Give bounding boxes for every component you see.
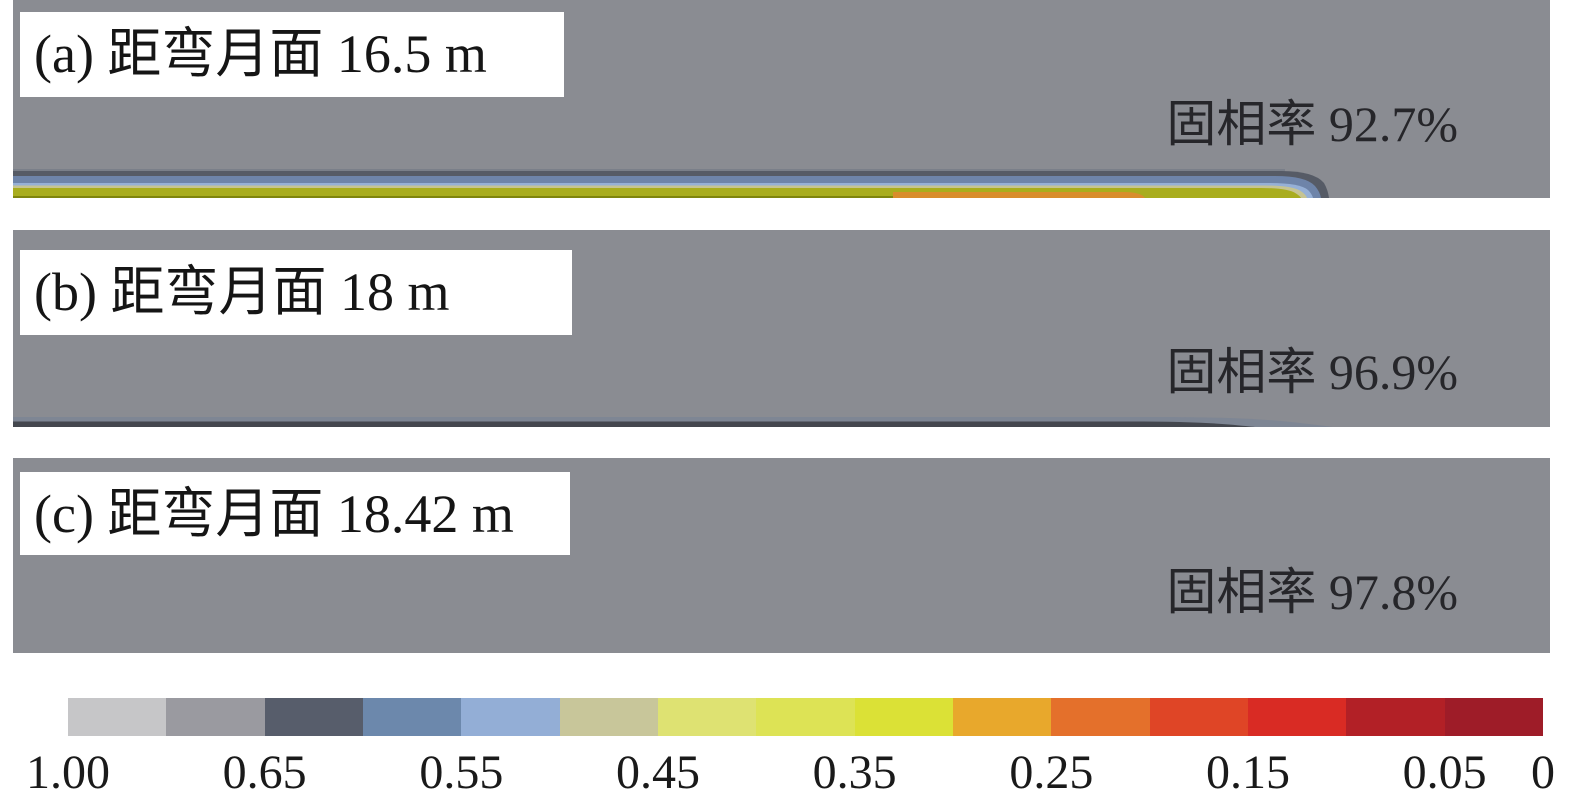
colorbar-tick-0.45: 0.45 (616, 746, 700, 799)
colorbar-tick-0.15: 0.15 (1206, 746, 1290, 799)
panel-b: (b) 距弯月面 18 m 固相率 96.9% (13, 230, 1550, 427)
panel-c-solid-fraction-label: 固相率 97.8% (1166, 564, 1458, 620)
panel-a-solid-fraction-label: 固相率 92.7% (1166, 96, 1458, 152)
colorbar-segment-7 (756, 698, 855, 736)
colorbar-tick-0.35: 0.35 (812, 746, 897, 799)
colorbar-segment-2 (264, 698, 363, 736)
panel-b-solid-fraction-label: 固相率 96.9% (1166, 344, 1458, 400)
colorbar-segment-10 (1051, 698, 1150, 736)
colorbar-segment-12 (1247, 698, 1347, 736)
colorbar-segment-4 (461, 698, 560, 736)
shell-contour-strip-a (13, 169, 1329, 198)
colorbar-segment-8 (854, 698, 953, 736)
colorbar-segment-11 (1149, 698, 1248, 736)
colorbar-segment-1 (166, 698, 265, 736)
colorbar-tick-0.65: 0.65 (222, 746, 307, 799)
panel-c-caption: (c) 距弯月面 18.42 m (20, 472, 570, 555)
colorbar-tick-0: 0 (1531, 746, 1555, 799)
shell-contour-strip-b (13, 417, 1333, 427)
colorbar-segment-14 (1444, 698, 1543, 736)
panel-b-caption: (b) 距弯月面 18 m (20, 250, 572, 335)
panel-c: (c) 距弯月面 18.42 m 固相率 97.8% (13, 458, 1550, 653)
colorbar-tick-0.05: 0.05 (1402, 746, 1487, 799)
colorbar-tick-0.55: 0.55 (419, 746, 504, 799)
colorbar-segment-9 (952, 698, 1052, 736)
colorbar-segment-3 (362, 698, 462, 736)
colorbar-segment-13 (1346, 698, 1445, 736)
panel-a: (a) 距弯月面 16.5 m 固相率 92.7% (13, 0, 1550, 198)
colorbar-tick-1.00: 1.00 (26, 746, 110, 799)
colorbar-segment-5 (559, 698, 658, 736)
colorbar (68, 698, 1543, 736)
colorbar-segment-6 (657, 698, 757, 736)
colorbar-tick-0.25: 0.25 (1009, 746, 1094, 799)
panel-a-caption: (a) 距弯月面 16.5 m (20, 12, 564, 97)
colorbar-tick-labels: 1.00 0.65 0.55 0.45 0.35 0.25 0.15 0.05 0 (26, 744, 1555, 804)
colorbar-segment-0 (68, 698, 167, 736)
